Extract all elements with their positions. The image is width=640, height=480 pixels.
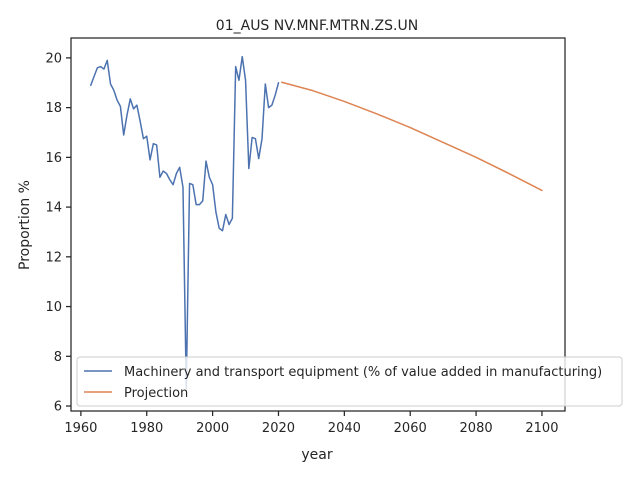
y-tick-label: 8 <box>54 350 62 365</box>
x-tick-label: 2100 <box>525 421 558 436</box>
legend-box <box>76 356 623 407</box>
y-tick-label: 10 <box>45 300 62 315</box>
x-tick-label: 1980 <box>130 421 163 436</box>
x-axis-ticks: 1960 1980 2000 2020 2040 2060 2080 2100 <box>64 411 558 436</box>
y-tick-label: 20 <box>45 51 62 66</box>
x-tick-label: 2040 <box>328 421 361 436</box>
plot-area-frame <box>70 37 566 412</box>
chart-title: 01_AUS NV.MNF.MTRN.ZS.UN <box>216 18 418 34</box>
legend-label-series-0: Machinery and transport equipment (% of … <box>124 365 602 380</box>
x-tick-label: 2000 <box>196 421 229 436</box>
y-tick-label: 6 <box>54 400 62 415</box>
y-axis-label: Proportion % <box>17 180 33 270</box>
x-tick-label: 2020 <box>262 421 295 436</box>
y-tick-label: 16 <box>45 151 62 166</box>
series-layer <box>90 55 543 390</box>
legend: Machinery and transport equipment (% of … <box>76 356 623 407</box>
x-axis-label: year <box>301 447 332 463</box>
y-tick-label: 18 <box>45 101 62 116</box>
x-tick-label: 2080 <box>460 421 493 436</box>
x-tick-label: 2060 <box>394 421 427 436</box>
x-tick-label: 1960 <box>64 421 97 436</box>
legend-label-series-1: Projection <box>124 386 188 401</box>
y-tick-label: 14 <box>45 201 62 216</box>
series-line-1 <box>281 81 543 192</box>
y-axis-ticks: 6 8 10 12 14 16 18 20 <box>45 51 71 415</box>
y-tick-label: 12 <box>45 250 62 265</box>
series-line-0 <box>90 55 280 390</box>
